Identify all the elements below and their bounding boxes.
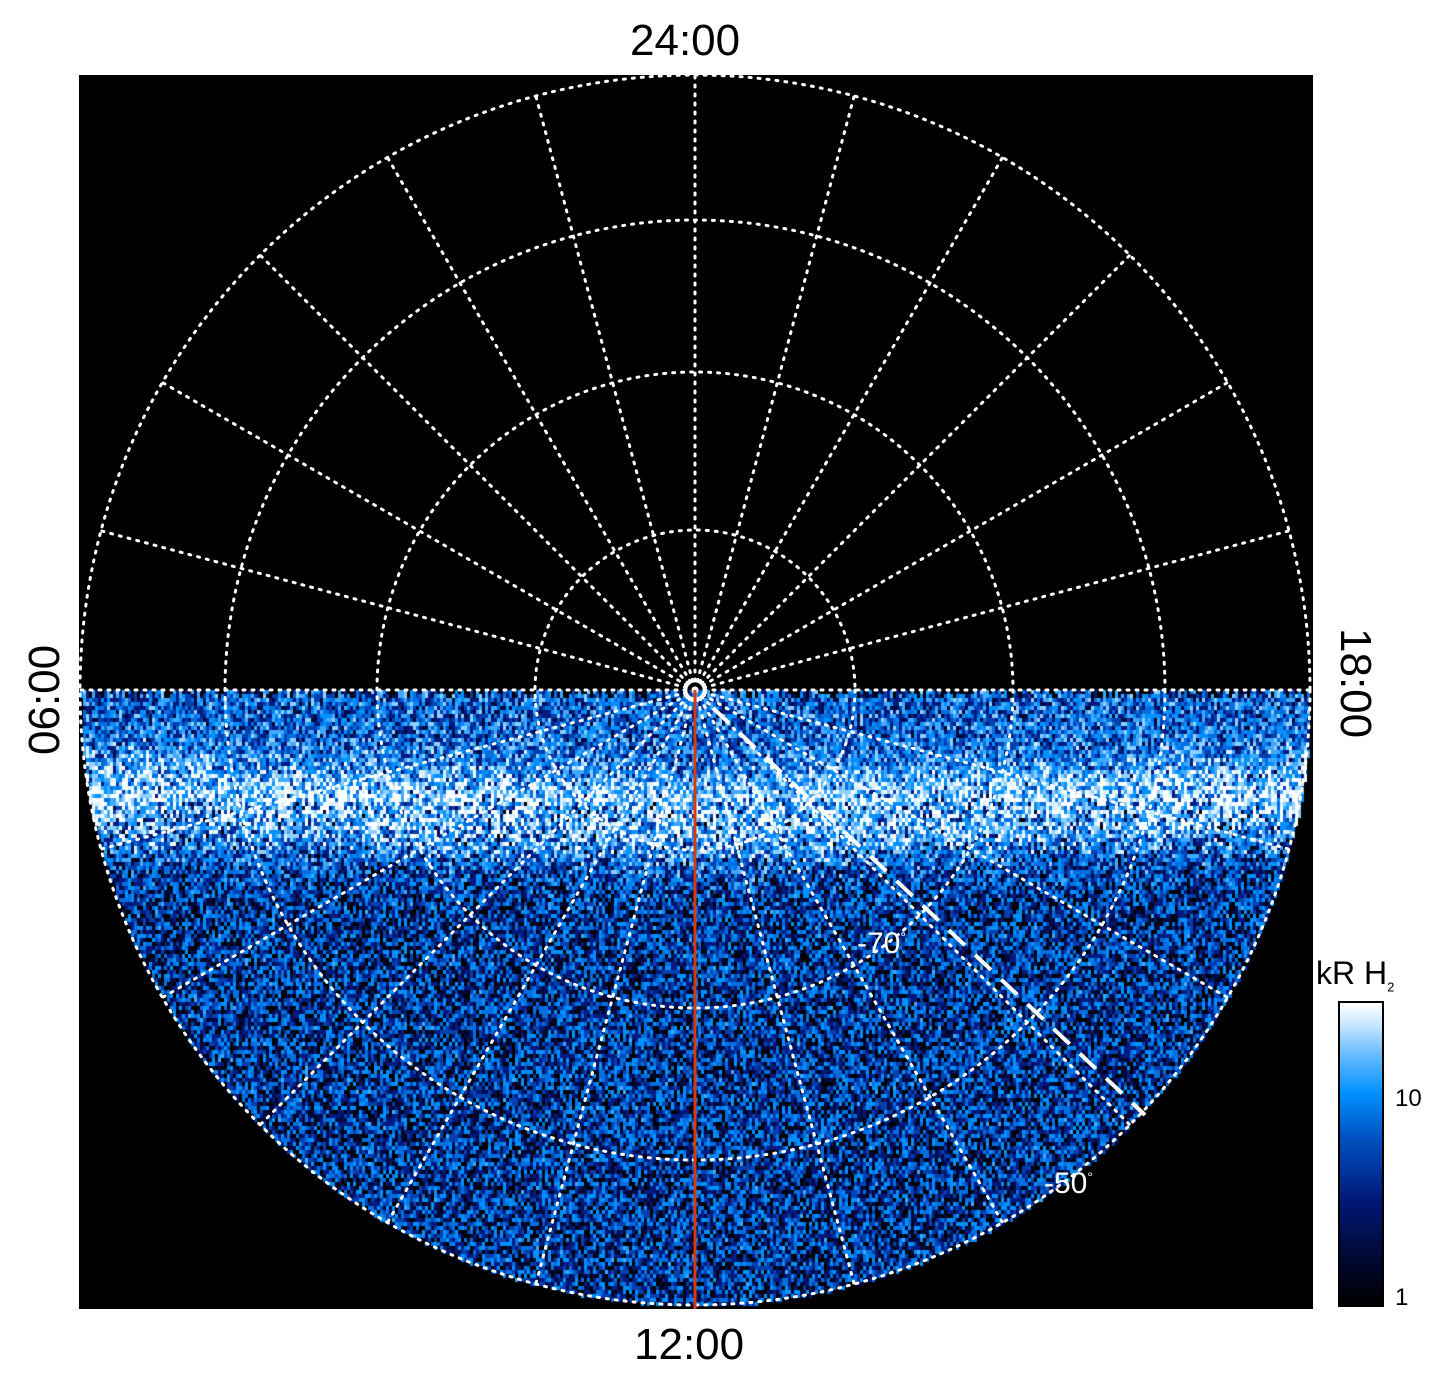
meridian-7 [693,688,1291,851]
meridian-13 [534,688,697,1286]
dashed-reference-line [711,706,1147,1117]
local-time-label-bottom: 12:00 [634,1320,745,1369]
meridian-5 [693,529,1291,692]
polar-plot: -70° -50° [79,75,1313,1309]
meridian-16 [160,688,697,999]
meridian-9 [693,688,1132,1127]
meridian-3 [693,253,1132,692]
meridian-1 [693,94,856,692]
polar-grid [79,75,1312,1309]
colorbar-title: kR H2 [1316,955,1395,995]
meridian-4 [693,381,1230,692]
meridian-20 [160,381,697,692]
meridian-21 [258,253,697,692]
colorbar-tick-1: 1 [1395,1284,1409,1311]
colorbar-tick-10: 10 [1395,1085,1422,1112]
local-time-label-top: 24:00 [630,16,741,65]
meridian-10 [693,688,1004,1225]
meridian-14 [386,688,697,1225]
meridian-22 [386,155,697,692]
ring-label-70: -70° [857,927,906,960]
meridian-8 [693,688,1230,999]
ring-label-50: -50° [1044,1167,1093,1200]
local-time-label-right: 18:00 [1331,628,1380,739]
meridian-23 [534,94,697,692]
meridian-15 [258,688,697,1127]
meridian-11 [693,688,856,1286]
meridian-17 [99,688,697,851]
local-time-label-left: 06:00 [20,644,69,755]
meridian-2 [693,155,1004,692]
meridian-19 [99,529,697,692]
colorbar [1338,1001,1384,1307]
